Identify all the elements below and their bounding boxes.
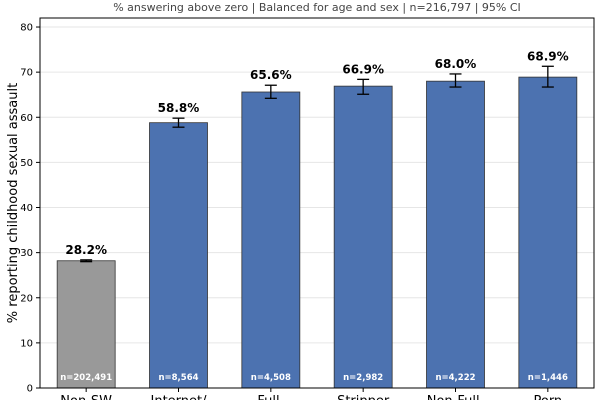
y-tick-label: 10 [20, 338, 33, 349]
n-label: n=8,564 [158, 373, 198, 383]
value-label: 28.2% [65, 243, 107, 257]
y-tick-label: 70 [20, 68, 33, 79]
x-tick-label: Full- [257, 394, 284, 400]
value-label: 65.6% [250, 68, 292, 82]
chart-subtitle: % answering above zero | Balanced for ag… [113, 1, 521, 14]
n-label: n=1,446 [528, 373, 568, 383]
x-tick-label: Non-Full- [427, 394, 485, 400]
n-label: n=2,982 [343, 373, 383, 383]
y-tick-label: 40 [20, 203, 33, 214]
n-label: n=4,508 [251, 373, 291, 383]
y-axis-label: % reporting childhood sexual assault [6, 83, 21, 323]
value-label: 68.0% [435, 57, 477, 71]
bar [56, 260, 116, 389]
value-label: 58.8% [158, 101, 200, 115]
y-tick-label: 60 [20, 113, 33, 124]
n-label: n=202,491 [60, 373, 112, 383]
bar [241, 91, 301, 389]
y-tick-label: 80 [20, 23, 33, 34]
bar [149, 122, 208, 389]
bar [333, 85, 393, 389]
plot-frame [39, 17, 595, 389]
y-tick-label: 20 [20, 293, 33, 304]
y-tick-label: 50 [20, 158, 33, 169]
x-tick-label: Internet/ [151, 394, 208, 400]
bar [426, 80, 485, 389]
n-label: n=4,222 [435, 373, 475, 383]
y-tick-label: 0 [27, 384, 33, 395]
y-tick-label: 30 [20, 248, 33, 259]
x-tick-label: Porn [533, 394, 562, 400]
x-tick-label: Stripper [337, 394, 390, 400]
value-label: 66.9% [342, 62, 384, 76]
x-tick-label: Non-SW [60, 394, 112, 400]
value-label: 68.9% [527, 49, 569, 63]
bar [518, 76, 578, 389]
